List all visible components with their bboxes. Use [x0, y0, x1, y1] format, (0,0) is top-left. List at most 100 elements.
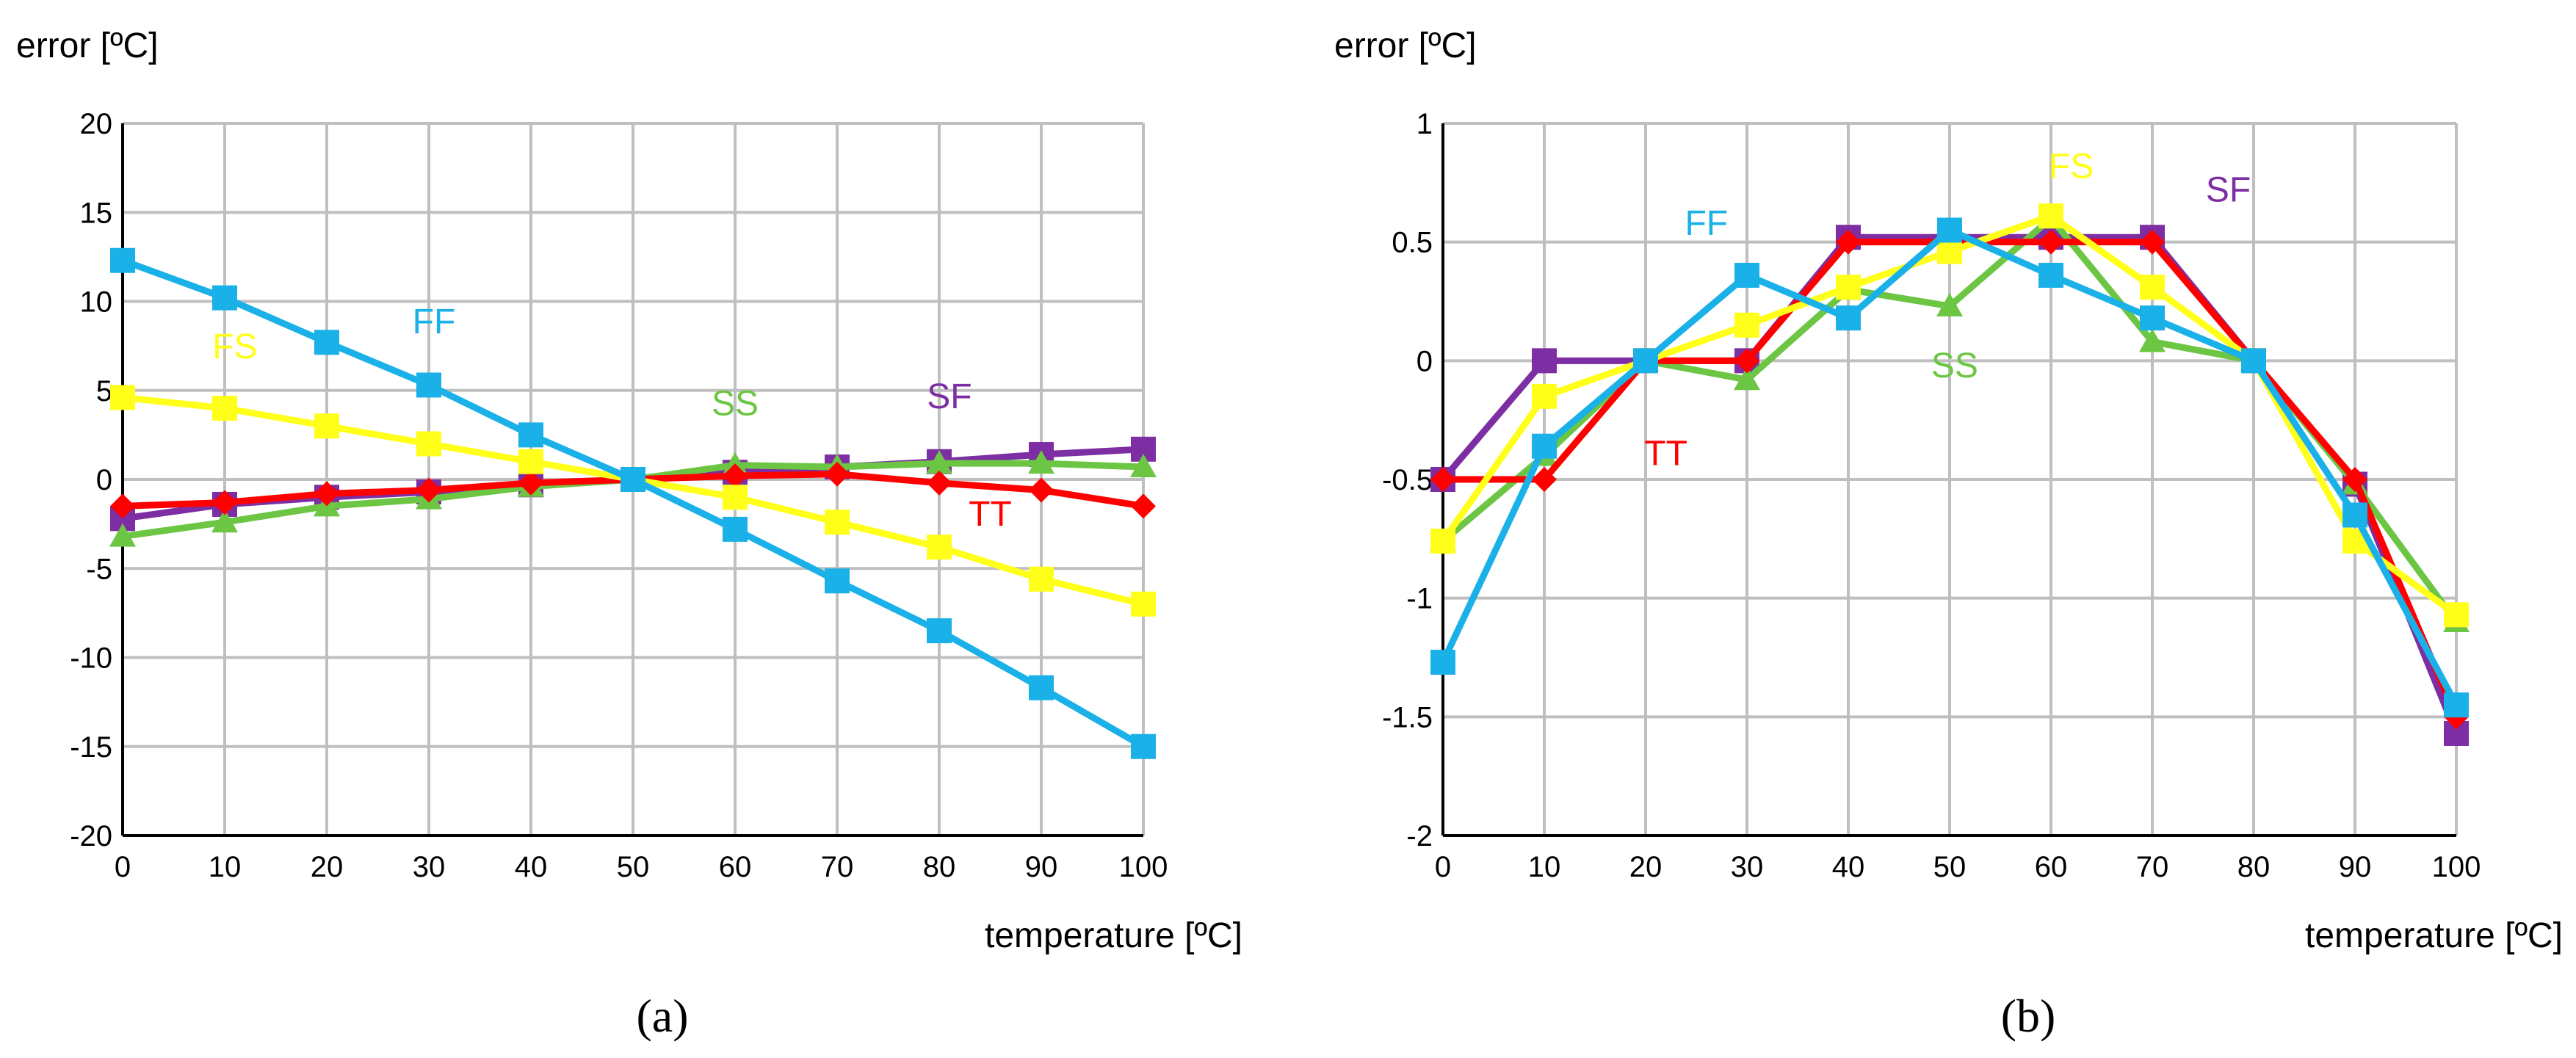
data-point-ss: [211, 509, 238, 533]
data-point-fs: [110, 385, 135, 410]
data-point-fs: [1734, 312, 1759, 338]
x-tick-label: 0: [1435, 851, 1451, 883]
data-point-ff: [2444, 692, 2469, 718]
data-point-tt: [518, 470, 543, 496]
data-point-tt: [2038, 229, 2063, 255]
x-tick-label: 90: [1025, 851, 1058, 883]
data-point-fs: [1937, 239, 1962, 264]
x-axis-label: temperature [ºC]: [985, 916, 1242, 955]
y-tick-label: -0.5: [1382, 464, 1433, 496]
x-tick-label: 60: [2035, 851, 2068, 883]
y-tick-label: -15: [70, 731, 112, 764]
y-tick-label: -20: [70, 820, 112, 852]
series-label-fs: FS: [2049, 147, 2094, 186]
y-tick-label: 20: [80, 108, 113, 140]
chart-caption: (b): [2001, 990, 2056, 1042]
data-point-tt: [825, 461, 850, 487]
data-point-fs: [825, 510, 850, 535]
x-tick-label: 20: [1629, 851, 1663, 883]
data-point-ss: [109, 523, 136, 547]
data-point-fs: [2038, 203, 2063, 229]
x-tick-label: 70: [821, 851, 854, 883]
chart-a: 0 10 20 30 40 50 60 70 80 90 100 -20 -15 -10 -5 0 5 10 15 2…: [16, 26, 1242, 1042]
y-tick-label: -5: [86, 553, 112, 585]
data-point-tt: [110, 493, 135, 519]
data-point-ff: [1029, 675, 1054, 700]
x-tick-label: 80: [2237, 851, 2271, 883]
data-point-ff: [927, 618, 952, 644]
x-tick-label: 30: [413, 851, 446, 883]
data-point-tt: [1734, 348, 1759, 374]
x-tick-label: 50: [617, 851, 650, 883]
data-point-fs: [518, 449, 543, 474]
y-tick-label: 10: [80, 286, 113, 319]
data-point-tt: [1836, 229, 1861, 255]
data-point-tt: [314, 481, 339, 507]
y-tick-label: 0.5: [1392, 227, 1433, 259]
data-point-tt: [1430, 467, 1455, 492]
data-point-ss: [926, 450, 952, 474]
data-point-fs: [416, 431, 441, 457]
data-point-ss: [1936, 292, 1963, 316]
x-tick-label: 90: [2339, 851, 2372, 883]
data-point-ff: [212, 285, 237, 311]
data-point-tt: [1029, 477, 1054, 503]
data-point-ff: [1937, 217, 1962, 243]
data-point-tt: [927, 470, 952, 496]
series-label-fs: FS: [212, 327, 257, 366]
data-point-ff: [110, 247, 135, 273]
x-tick-label: 40: [1832, 851, 1865, 883]
data-point-ff: [518, 422, 543, 448]
data-point-fs: [1430, 529, 1455, 554]
y-tick-label: 1: [1417, 108, 1433, 140]
data-point-tt: [2342, 467, 2367, 492]
series-ff: FF: [110, 247, 1156, 759]
x-tick-label: 100: [1119, 851, 1168, 883]
data-point-ff: [416, 372, 441, 398]
data-point-ff: [1836, 305, 1861, 331]
x-tick-label: 100: [2432, 851, 2481, 883]
series-label-ss: SS: [712, 385, 759, 424]
series-label-tt: TT: [969, 495, 1012, 534]
data-point-fs: [927, 535, 952, 560]
series-label-tt: TT: [1644, 435, 1687, 474]
series-label-ff: FF: [1685, 204, 1728, 243]
data-point-tt: [212, 490, 237, 515]
data-point-fs: [314, 413, 339, 439]
data-point-ff: [1633, 348, 1658, 374]
series-label-ff: FF: [413, 302, 456, 341]
y-tick-label: 5: [96, 375, 112, 407]
x-tick-label: 30: [1731, 851, 1764, 883]
data-point-ff: [825, 568, 850, 594]
data-point-tt: [2140, 229, 2165, 255]
data-point-ss: [2139, 328, 2166, 352]
data-point-tt: [1532, 467, 1557, 492]
data-point-fs: [2140, 275, 2165, 300]
y-tick-label: -10: [70, 642, 112, 675]
data-point-ff: [1430, 649, 1455, 675]
x-tick-label: 70: [2136, 851, 2169, 883]
data-point-fs: [723, 485, 748, 510]
series-ff: FF: [1430, 204, 2469, 718]
x-tick-label: 10: [1528, 851, 1561, 883]
y-tick-label: -1.5: [1382, 701, 1433, 733]
data-point-ff: [723, 516, 748, 542]
x-tick-label: 20: [311, 851, 344, 883]
data-point-tt: [1131, 493, 1156, 519]
data-point-ff: [621, 467, 645, 492]
data-point-ff: [2241, 348, 2266, 374]
y-tick-label: 0: [96, 464, 112, 496]
y-tick-label: 15: [80, 197, 113, 229]
x-tick-label: 40: [515, 851, 548, 883]
data-point-fs: [1131, 591, 1156, 617]
data-point-tt: [723, 463, 748, 489]
y-axis-label: error [ºC]: [16, 26, 159, 65]
data-point-ff: [314, 330, 339, 355]
data-point-ff: [1532, 433, 1557, 459]
data-point-ss: [1734, 366, 1760, 391]
x-tick-label: 0: [115, 851, 131, 883]
data-point-tt: [416, 477, 441, 503]
chart-caption: (a): [636, 990, 688, 1042]
y-tick-label: 0: [1417, 345, 1433, 377]
